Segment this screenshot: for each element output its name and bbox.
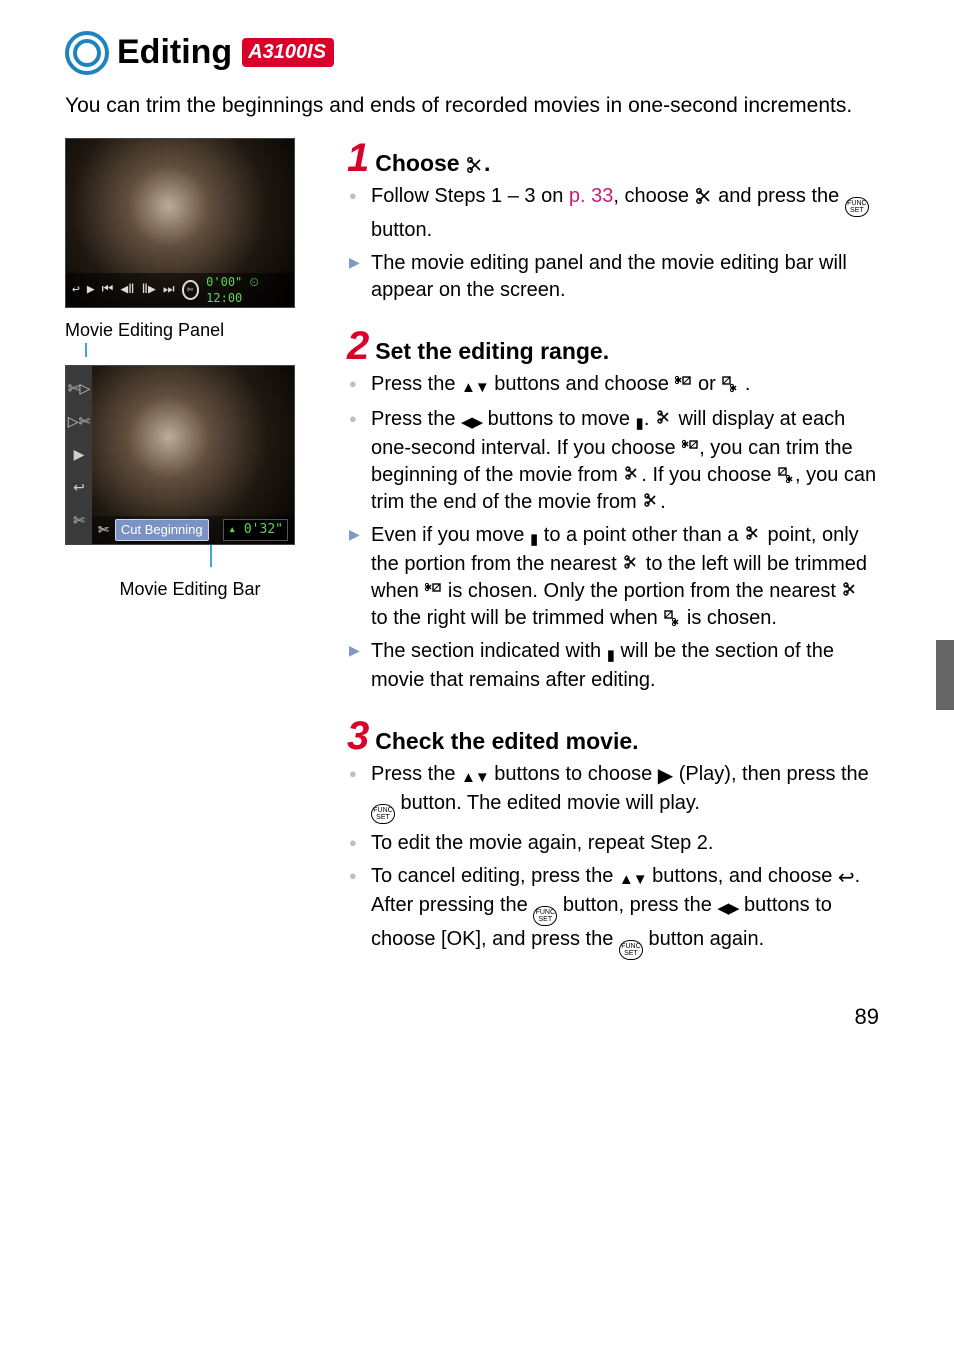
trim-end-icon [777,464,795,486]
bullet-item: Press the buttons to choose ▶ (Play), th… [371,761,879,824]
side-icon-0: ✄▷ [68,379,91,398]
step-bullets: Press the buttons to choose ▶ (Play), th… [347,761,879,960]
marker-icon [607,640,615,667]
page-link[interactable]: p. 33 [569,185,613,207]
page-number: 89 [65,1002,879,1032]
cut-point-icon [841,580,859,602]
edit-bar-image: ✄▷ ▷✄ ▶ ↩ ✄ ✄ Cut Beginning ▴ 0'32" [65,365,295,545]
next-icon: ⏭ [163,281,175,299]
marker-icon [530,524,538,551]
cut-point-icon [744,524,762,546]
frame-back-icon: ◀Ⅱ [120,281,134,299]
trim-start-icon [674,373,692,395]
side-icon-3: ↩ [73,478,85,497]
play-icon: ▶ [87,281,95,299]
back-arrow-icon: ↩ [838,865,855,892]
step-title: Check the edited movie. [375,726,638,757]
up-down-icon [619,865,647,892]
cut-point-icon [655,408,673,430]
total-time: 12:00 [206,291,242,305]
left-right-icon [461,408,482,435]
bullet-item: Follow Steps 1 – 3 on p. 33, choose and … [371,183,879,244]
model-badge: A3100IS [242,38,334,67]
bullet-item: Press the buttons and choose or . [371,371,879,400]
title-scissors-icon [466,150,484,176]
prev-icon: ⏮ [102,281,114,299]
bar-pointer [210,545,212,567]
ring-icon [65,31,109,75]
cut-beginning-row: ✄ Cut Beginning ▴ 0'32" [92,516,294,544]
panel-pointer [85,343,87,357]
section-title-text: Editing [117,30,232,76]
play-triangle-icon: ▶ [658,763,673,790]
func-set-icon: FUNCSET [845,197,869,217]
step-title: Choose . [375,148,490,179]
elapsed-time: 0'00" [206,275,242,289]
step-number: 2 [347,326,369,366]
bullet-item: To edit the movie again, repeat Step 2. [371,830,879,857]
bullet-item: The movie editing panel and the movie ed… [371,250,879,304]
panel-caption: Movie Editing Panel [65,318,315,342]
step-1-row: ↩ ▶ ⏮ ◀Ⅱ Ⅱ▶ ⏭ ✄ 0'00" ⏲ 12:00 Movie Edit… [65,138,879,982]
cut-time: ▴ 0'32" [223,519,288,541]
side-icon-2: ▶ [74,445,85,464]
scissors-small-icon: ✄ [98,521,109,539]
playback-bar: ↩ ▶ ⏮ ◀Ⅱ Ⅱ▶ ⏭ ✄ 0'00" ⏲ 12:00 [66,273,294,307]
movie-preview-image: ↩ ▶ ⏮ ◀Ⅱ Ⅱ▶ ⏭ ✄ 0'00" ⏲ 12:00 [65,138,295,308]
step-3: 3Check the edited movie. Press the button… [347,716,879,960]
cut-point-icon [623,464,641,486]
left-right-icon [717,894,738,921]
trim-start-icon [681,437,699,459]
intro-text: You can trim the beginnings and ends of … [65,92,879,120]
cut-point-icon [642,491,660,513]
step-bullets: Follow Steps 1 – 3 on p. 33, choose and … [347,183,879,304]
step-title: Set the editing range. [375,336,609,367]
bullet-item: To cancel editing, press the buttons, an… [371,863,879,960]
trim-end-icon [721,373,739,395]
bullet-item: Press the buttons to move . will display… [371,406,879,516]
func-set-icon: FUNCSET [533,906,557,926]
marker-icon [636,408,644,435]
step-1: 1Choose . Follow Steps 1 – 3 on p. 33, ch… [347,138,879,304]
edit-circle-icon: ✄ [182,280,200,300]
scissors-icon [695,185,713,207]
return-icon: ↩ [72,281,80,299]
step-bullets: Press the buttons and choose or . Press t… [347,371,879,694]
func-set-icon: FUNCSET [619,940,643,960]
cut-label: Cut Beginning [115,519,209,541]
step-number: 3 [347,716,369,756]
edit-side-strip: ✄▷ ▷✄ ▶ ↩ ✄ [66,366,92,544]
frame-fwd-icon: Ⅱ▶ [142,281,156,299]
page-thumb-tab [936,640,954,710]
cut-point-icon [622,553,640,575]
bullet-item: Even if you move to a point other than a… [371,522,879,632]
clock-icon: ⏲ [250,275,259,289]
up-down-icon [461,373,489,400]
step-number: 1 [347,138,369,178]
up-down-icon [461,763,489,790]
bullet-item: The section indicated with will be the s… [371,638,879,694]
trim-end-icon [663,607,681,629]
side-icon-4: ✄ [73,511,85,530]
side-icon-1: ▷✄ [68,412,91,431]
trim-start-icon [424,580,442,602]
bar-caption: Movie Editing Bar [65,577,315,601]
section-title: Editing A3100IS [65,30,879,76]
step-2: 2Set the editing range. Press the buttons… [347,326,879,694]
func-set-icon: FUNCSET [371,804,395,824]
